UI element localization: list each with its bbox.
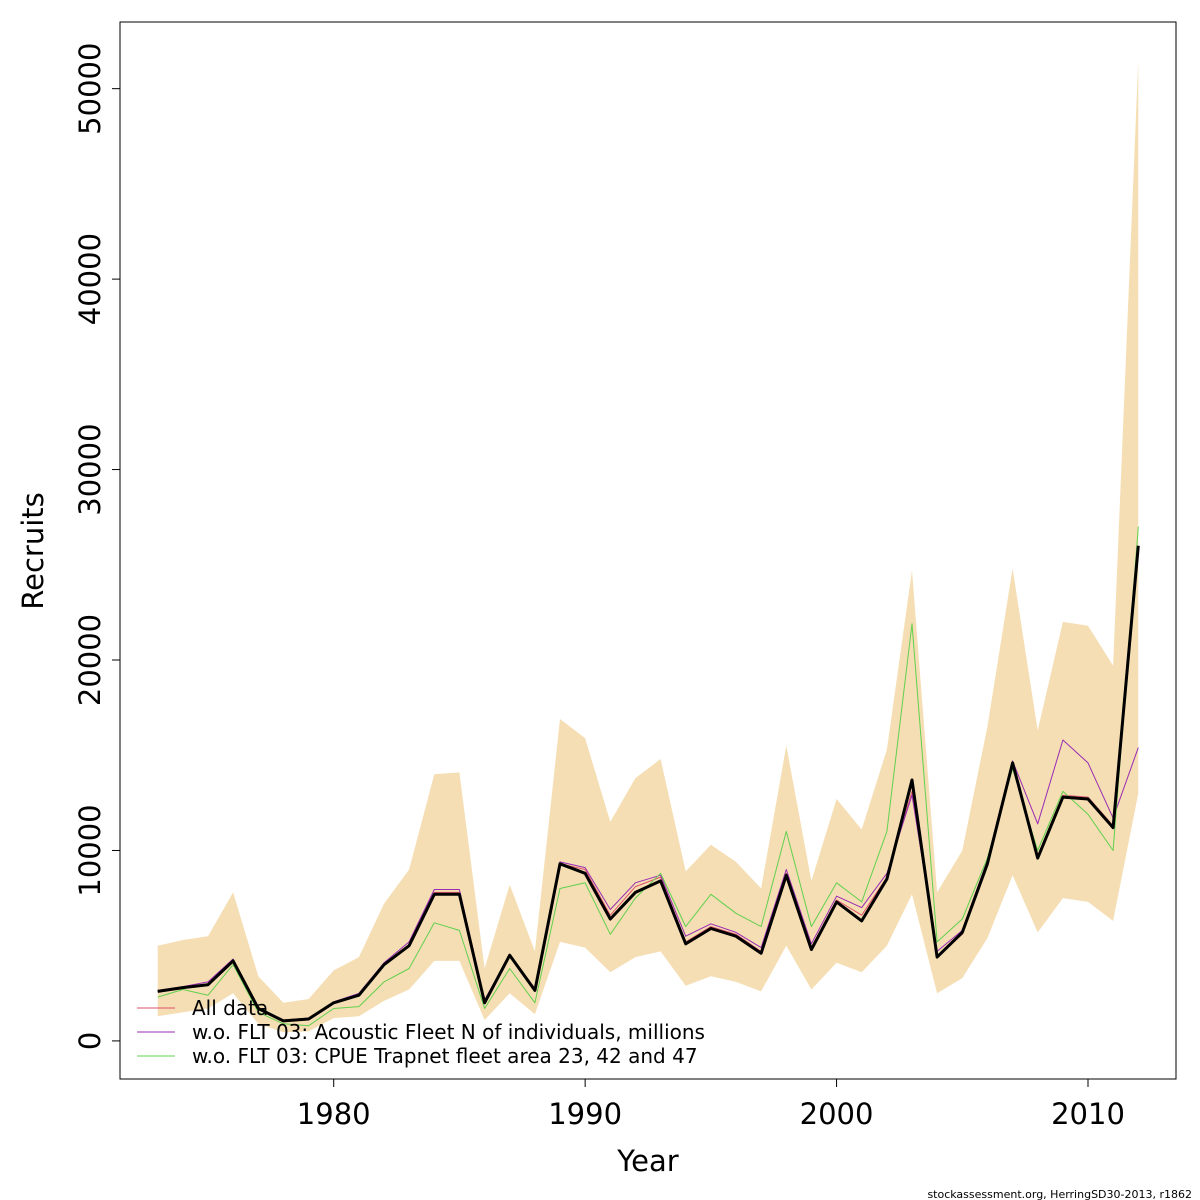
series-line-estimate <box>157 545 1140 1023</box>
x-axis: 1980 1990 2000 2010 <box>297 1079 1125 1131</box>
x-tick-label: 2010 <box>1051 1097 1125 1131</box>
y-tick-label: 20000 <box>73 614 107 706</box>
x-tick-label: 2000 <box>800 1097 874 1131</box>
legend-label: w.o. FLT 03: CPUE Trapnet fleet area 23,… <box>192 1044 698 1068</box>
y-axis: 0 10000 20000 30000 40000 50000 <box>73 43 120 1050</box>
y-axis-title: Recruits <box>16 492 50 609</box>
legend-label: w.o. FLT 03: Acoustic Fleet N of individ… <box>192 1020 705 1044</box>
x-tick-label: 1980 <box>297 1097 371 1131</box>
footer-credit: stockassessment.org, HerringSD30-2013, r… <box>927 1188 1192 1200</box>
confidence-band-layer <box>157 60 1139 1033</box>
y-tick-label: 30000 <box>73 423 107 515</box>
plot-frame <box>119 21 1177 1080</box>
y-tick-label: 40000 <box>73 233 107 325</box>
confidence-band <box>157 60 1139 1033</box>
legend-label: All data <box>192 996 268 1020</box>
y-tick-label: 10000 <box>73 804 107 896</box>
y-tick-label: 0 <box>73 1032 107 1050</box>
series-layer <box>157 526 1140 1027</box>
y-tick-label: 50000 <box>73 43 107 135</box>
x-tick-label: 1990 <box>548 1097 622 1131</box>
x-axis-title: Year <box>616 1144 678 1178</box>
